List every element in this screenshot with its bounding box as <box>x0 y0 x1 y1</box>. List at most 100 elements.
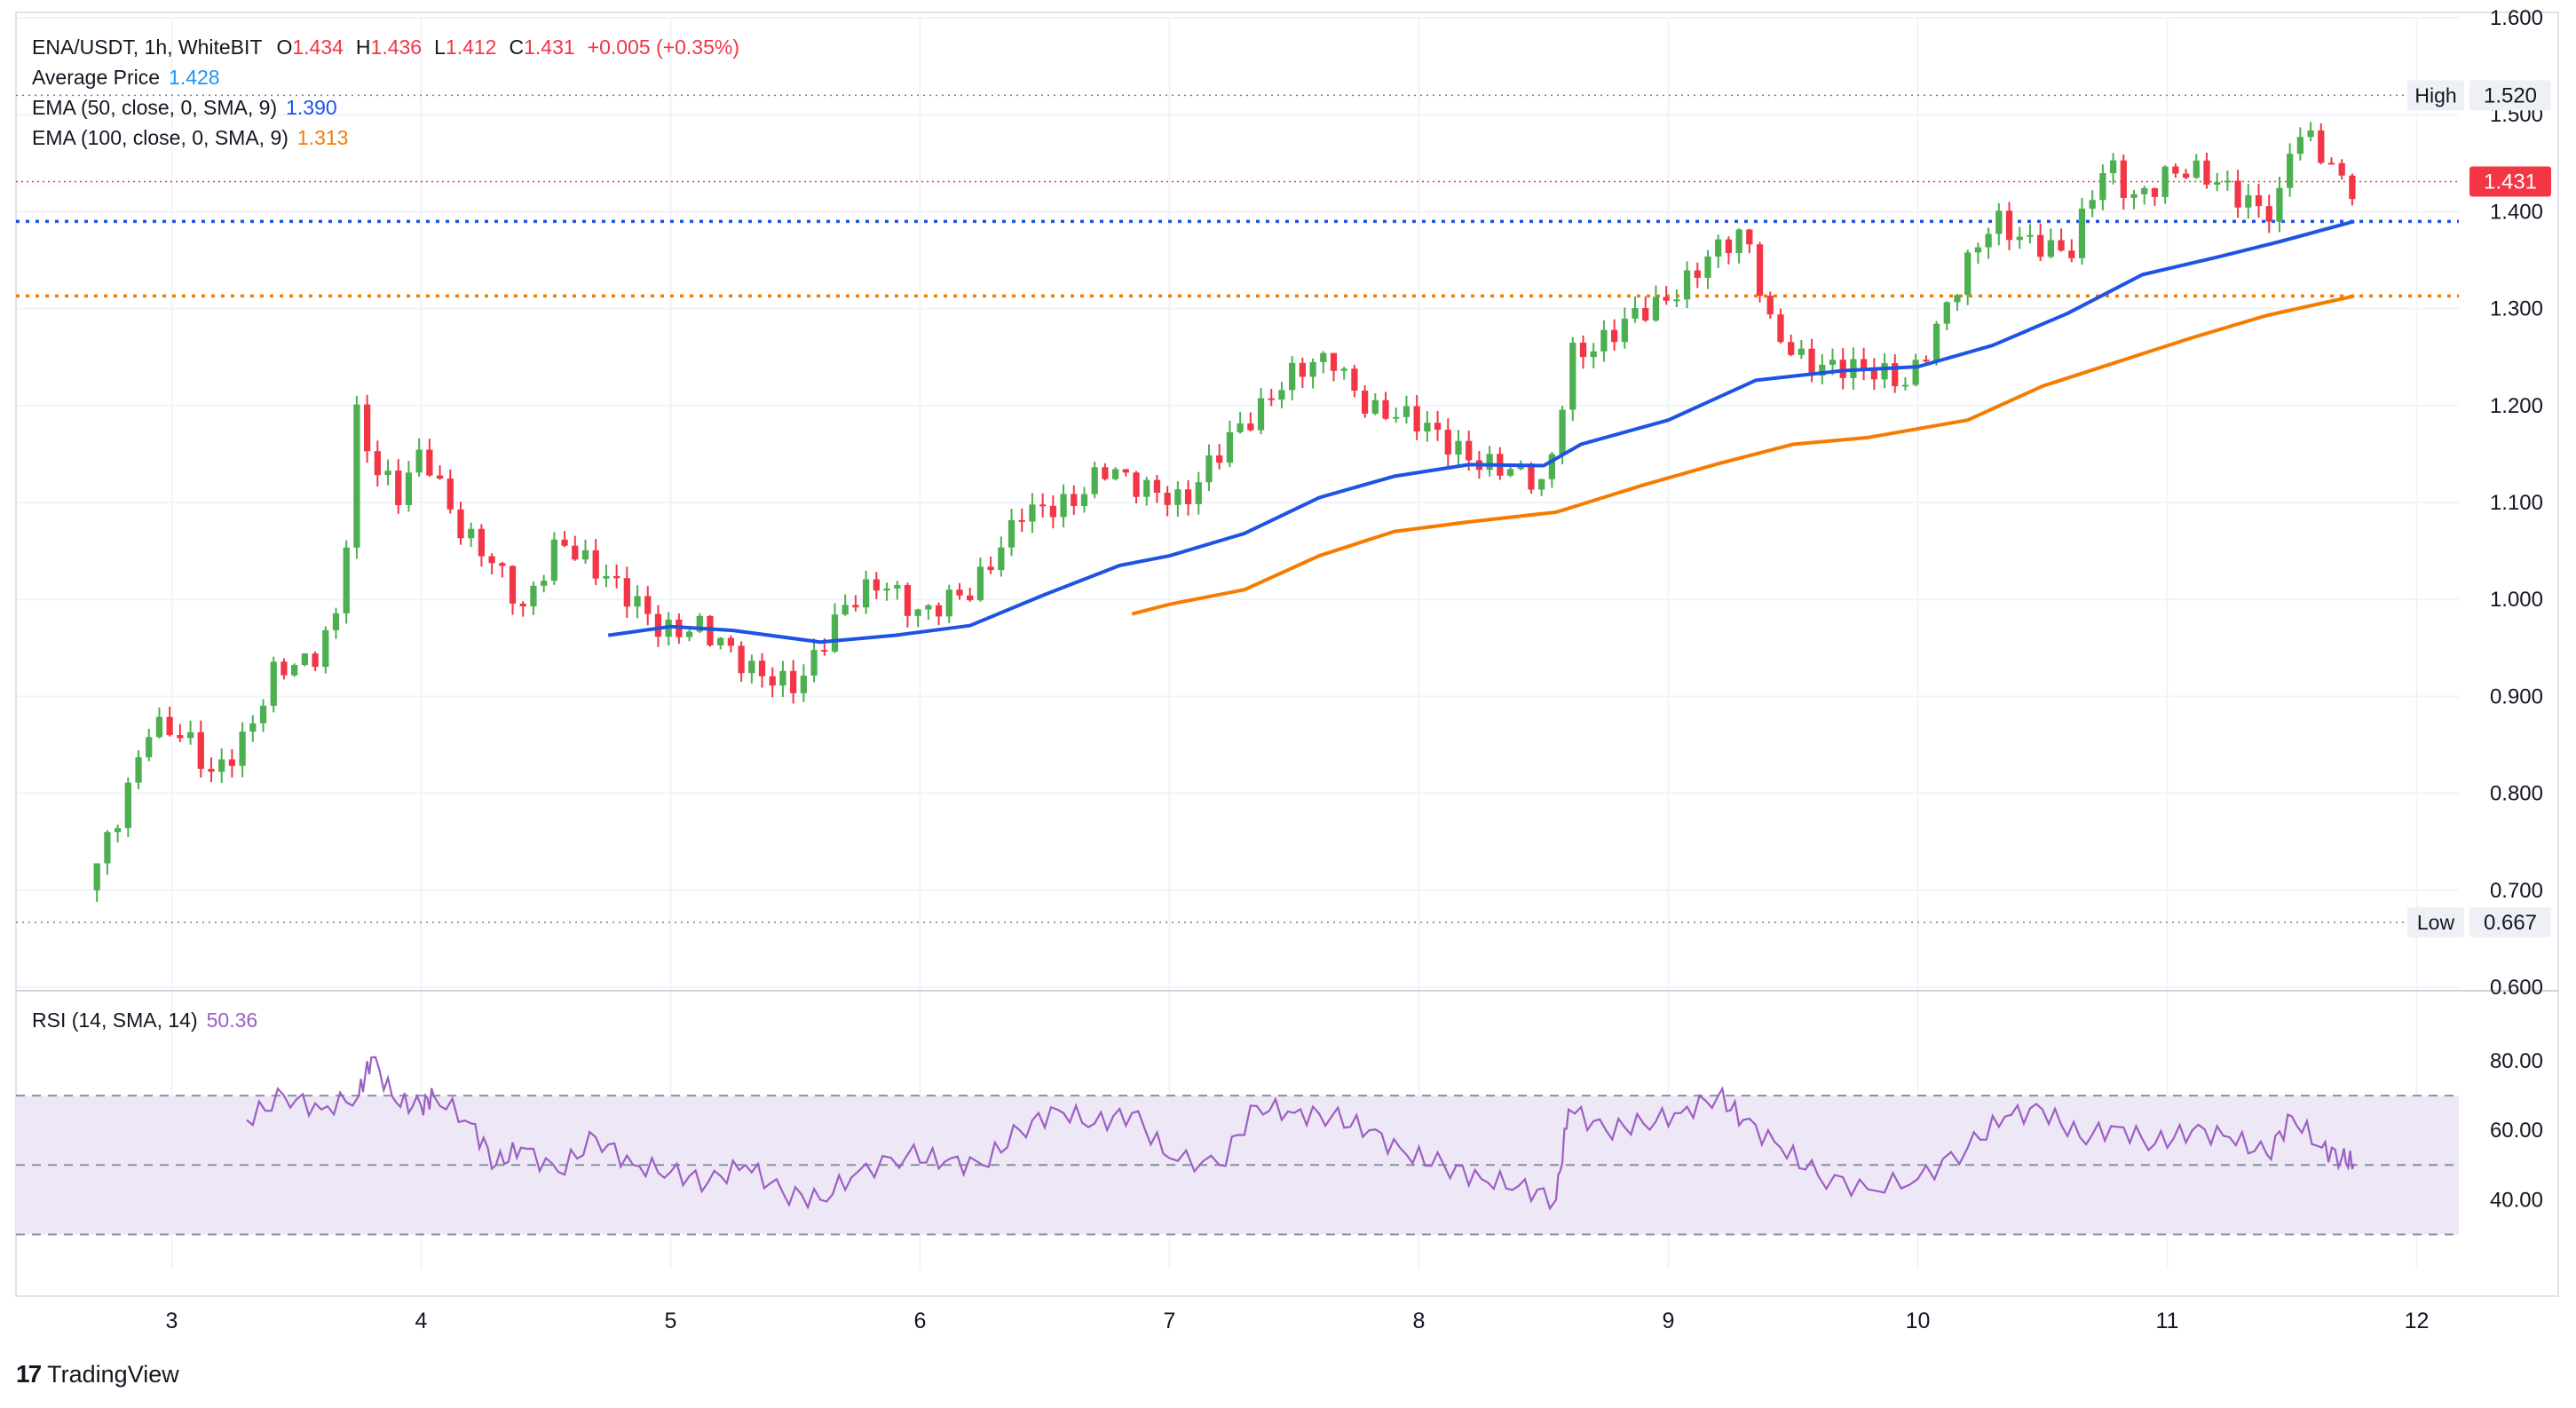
low-marker-value-box <box>2469 906 2551 937</box>
candle-up <box>1954 295 1961 303</box>
candle-up <box>1424 423 1431 432</box>
candle-up <box>2214 182 2221 186</box>
candle-down <box>446 479 454 510</box>
price-tags: High 1.520 Low 0.667 1.431 <box>2407 80 2551 937</box>
candle-up <box>685 631 693 637</box>
candle-up <box>1600 329 1608 352</box>
candle-up <box>748 660 755 674</box>
y-tick-label: 0.900 <box>2490 684 2543 708</box>
ema50-legend[interactable]: EMA (50, close, 0, SMA, 9) 1.390 <box>32 96 337 120</box>
candle-up <box>1798 348 1805 355</box>
candle-up <box>322 629 329 668</box>
candle-down <box>1361 391 1369 414</box>
candle-down <box>644 596 652 614</box>
candle-up <box>1943 302 1950 324</box>
candle-up <box>976 566 984 601</box>
candle-down <box>790 670 797 693</box>
candle-down <box>2338 162 2345 176</box>
candle-up <box>1590 351 1597 358</box>
candle-down <box>1766 296 1774 315</box>
candle-up <box>186 732 194 739</box>
ohlc-legend: ENA/USDT, 1h, WhiteBIT O1.434 H1.436 L1.412… <box>32 36 752 59</box>
candle-up <box>1309 361 1316 377</box>
candle-down <box>1788 342 1795 355</box>
symbol-label[interactable]: ENA/USDT, 1h, WhiteBIT <box>32 36 263 59</box>
ema50-value: 1.390 <box>286 96 337 119</box>
candle-up <box>93 863 100 890</box>
candle-down <box>2327 162 2335 165</box>
x-tick-label: 5 <box>665 1309 677 1333</box>
candle-up <box>1621 318 1628 343</box>
candle-down <box>1153 479 1161 494</box>
candle-down <box>572 545 579 560</box>
candle-up <box>1673 299 1680 302</box>
low-value: 1.412 <box>445 36 497 59</box>
candle-up <box>1455 440 1462 455</box>
candle-down <box>208 769 215 772</box>
candle-up <box>1569 342 1576 410</box>
candle-up <box>2276 187 2283 222</box>
candle-up <box>1995 210 2003 234</box>
candle-up <box>1964 252 1972 296</box>
low-marker-label-box <box>2407 906 2464 937</box>
avg-price-legend[interactable]: Average Price 1.428 <box>32 66 220 90</box>
candle-down <box>395 471 402 505</box>
y-tick-label: 0.600 <box>2490 976 2543 1000</box>
candle-up <box>1819 364 1826 376</box>
candle-up <box>135 756 142 783</box>
x-tick-label: 10 <box>1906 1309 1931 1333</box>
candle-down <box>426 449 433 476</box>
rsi-pane[interactable] <box>16 1056 2459 1236</box>
candle-up <box>384 471 391 476</box>
candle-up <box>1829 360 1837 365</box>
candle-down <box>769 676 776 686</box>
open-value: 1.434 <box>292 36 344 59</box>
candle-up <box>2193 160 2200 178</box>
last-price-tag-value: 1.431 <box>2484 170 2537 194</box>
candle-down <box>197 732 204 770</box>
candle-up <box>1143 479 1150 497</box>
candle-up <box>1506 469 1514 476</box>
candle-up <box>883 588 890 591</box>
candle-up <box>301 653 308 665</box>
x-tick-label: 9 <box>1663 1309 1675 1333</box>
ema100-legend[interactable]: EMA (100, close, 0, SMA, 9) 1.313 <box>32 126 348 150</box>
high-label: H <box>355 36 371 59</box>
candle-down <box>1808 348 1815 376</box>
rsi-legend[interactable]: RSI (14, SMA, 14) 50.36 <box>32 1009 257 1032</box>
candle-up <box>2047 240 2054 257</box>
ema100-label: EMA (100, close, 0, SMA, 9) <box>32 126 288 149</box>
candle-up <box>1632 308 1639 319</box>
candle-up <box>468 528 475 539</box>
candle-down <box>612 575 620 579</box>
candle-up <box>603 575 610 579</box>
candle-up <box>1007 519 1015 548</box>
ema50-line <box>607 219 2355 645</box>
candle-down <box>1102 467 1109 479</box>
candle-up <box>831 614 839 653</box>
candle-down <box>177 735 184 739</box>
candle-up <box>2287 154 2294 188</box>
rsi-tick-label: 40.00 <box>2490 1188 2543 1212</box>
candlestick-series <box>93 122 2356 902</box>
low-marker-label: Low <box>2417 911 2455 934</box>
candle-down <box>987 566 994 571</box>
open-label: O <box>276 36 293 59</box>
candle-down <box>509 566 517 604</box>
y-tick-label: 1.300 <box>2490 297 2543 321</box>
candle-down <box>1133 472 1140 497</box>
candle-up <box>104 832 111 864</box>
axes: 1.6001.5001.4001.3001.2001.1001.0000.900… <box>166 6 2543 1333</box>
candle-up <box>405 472 413 505</box>
x-tick-label: 3 <box>166 1309 178 1333</box>
x-tick-label: 7 <box>1164 1309 1176 1333</box>
candle-up <box>1881 363 1888 380</box>
candle-down <box>1725 239 1733 254</box>
candle-down <box>2058 240 2065 251</box>
candle-down <box>1444 430 1451 455</box>
candle-down <box>1039 504 1047 507</box>
candle-up <box>1111 469 1119 479</box>
tradingview-logo[interactable]: 17 TradingView <box>16 1360 179 1388</box>
candle-up <box>634 596 641 607</box>
